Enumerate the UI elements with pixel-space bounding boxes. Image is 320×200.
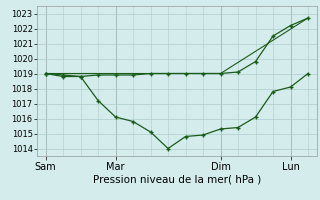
X-axis label: Pression niveau de la mer( hPa ): Pression niveau de la mer( hPa ): [93, 174, 261, 184]
